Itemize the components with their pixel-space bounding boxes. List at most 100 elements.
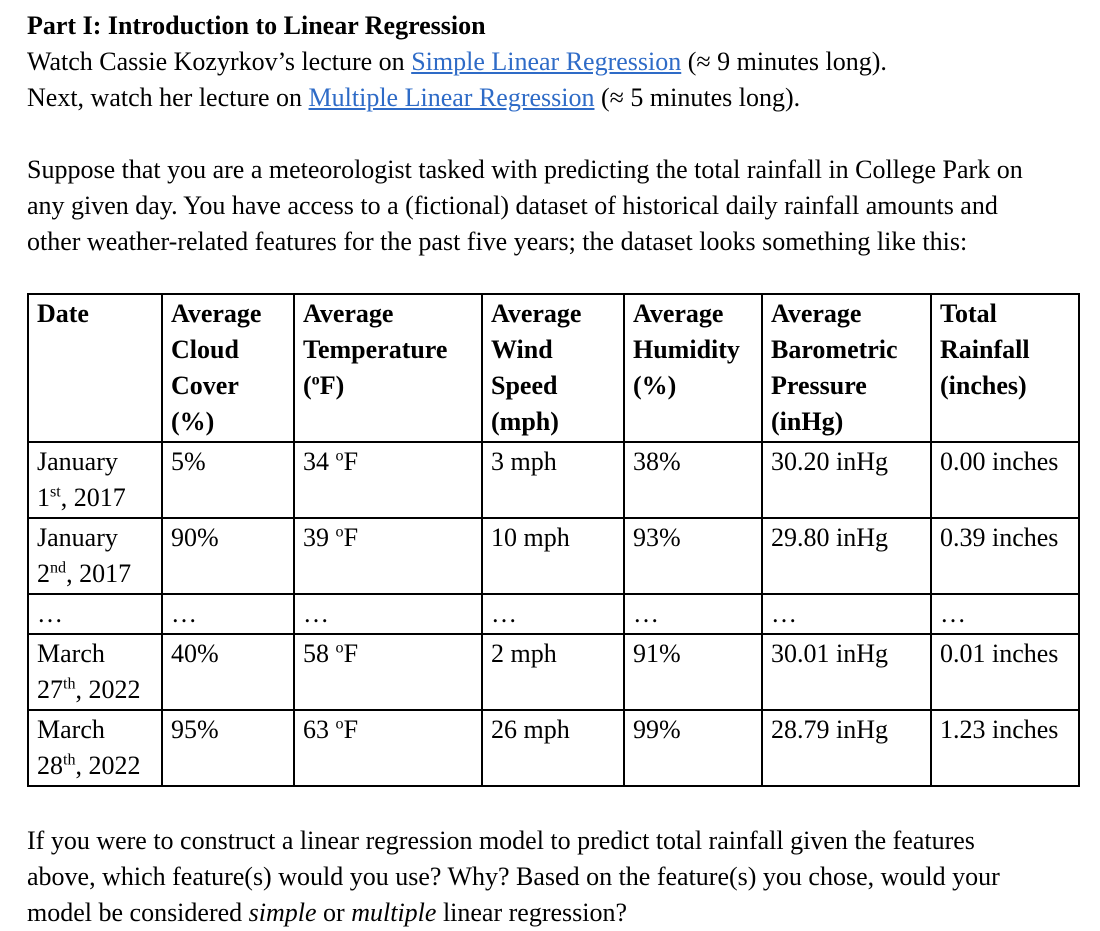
date-text: March 28 [37,715,105,780]
cell-humidity: … [623,593,763,635]
header-cell-humidity: Average Humidity (%) [623,293,763,443]
cell-cloud-cover: 95% [161,709,295,787]
cell-date: March 28th, 2022 [27,709,163,787]
temperature-value: 34 [303,447,336,476]
simple-emphasis: simple [248,898,317,927]
date-year: , 2022 [75,675,141,704]
watch-line-multiple-prefix: Next, watch her lecture on [27,83,309,112]
date-year: , 2022 [75,751,141,780]
cell-wind-speed: 10 mph [481,517,625,595]
table-row-mar-27-2022: March 27th, 2022 40% 58 oF 2 mph 91% 30.… [27,633,1080,711]
cell-rainfall: 1.23 inches [930,709,1080,787]
watch-line-simple-prefix: Watch Cassie Kozyrkov’s lecture on [27,47,412,76]
table-row-jan-1-2017: January 1st, 2017 5% 34 oF 3 mph 38% 30.… [27,441,1080,519]
temperature-value: … [303,599,329,628]
date-year: , 2017 [60,483,126,512]
cell-temperature: 34 oF [293,441,483,519]
temperature-unit: F [343,715,359,744]
cell-rainfall: 0.39 inches [930,517,1080,595]
rainfall-dataset-table: Date Average Cloud Cover (%) Average Tem… [27,293,1080,787]
cell-wind-speed: … [481,593,625,635]
cell-humidity: 99% [623,709,763,787]
cell-temperature: 39 oF [293,517,483,595]
cell-rainfall: 0.01 inches [930,633,1080,711]
cell-wind-speed: 26 mph [481,709,625,787]
multiple-emphasis: multiple [351,898,437,927]
degree-superscript: o [335,523,344,541]
cell-pressure: 30.20 inHg [761,441,932,519]
question-line-3-text: model be considered [27,898,249,927]
cell-date: January 1st, 2017 [27,441,163,519]
date-text: … [37,599,63,628]
cell-pressure: 29.80 inHg [761,517,932,595]
intro-paragraph-line-2: any given day. You have access to a (fic… [27,191,998,220]
temperature-unit: F [343,523,359,552]
header-cell-wind-speed: Average Wind Speed (mph) [481,293,625,443]
watch-line-simple-suffix: (≈ 9 minutes long). [681,47,887,76]
date-text: January 1 [37,447,118,512]
cell-pressure: 28.79 inHg [761,709,932,787]
simple-linear-regression-link[interactable]: Simple Linear Regression [411,47,682,76]
question-line-1: If you were to construct a linear regres… [27,826,975,855]
temperature-unit: F [343,639,359,668]
cell-humidity: 38% [623,441,763,519]
cell-temperature: 58 oF [293,633,483,711]
question-line-2: above, which feature(s) would you use? W… [27,862,1000,891]
table-row-ellipsis: … … … … … … … [27,593,1080,635]
cell-pressure: … [761,593,932,635]
watch-line-multiple-suffix: (≈ 5 minutes long). [594,83,801,112]
intro-paragraph-line-1: Suppose that you are a meteorologist tas… [27,155,1023,184]
ordinal-superscript: st [50,483,61,501]
header-temperature-unit: F) [319,371,345,400]
section-title: Part I: Introduction to Linear Regressio… [27,11,486,40]
cell-pressure: 30.01 inHg [761,633,932,711]
cell-humidity: 91% [623,633,763,711]
cell-humidity: 93% [623,517,763,595]
cell-rainfall: 0.00 inches [930,441,1080,519]
cell-wind-speed: 3 mph [481,441,625,519]
question-line-3: model be considered simple or multiple l… [27,895,1072,931]
date-text: January 2 [37,523,118,588]
cell-date: March 27th, 2022 [27,633,163,711]
cell-temperature: … [293,593,483,635]
header-cell-date: Date [27,293,163,443]
cell-cloud-cover: 5% [161,441,295,519]
temperature-unit: F [343,447,359,476]
question-line-3-end: linear regression? [436,898,628,927]
intro-paragraph-line-3: other weather-related features for the p… [27,227,968,256]
header-temperature-text: Average Temperature ( [303,299,448,400]
cell-date: … [27,593,163,635]
degree-superscript: o [335,447,344,465]
header-cell-temperature: Average Temperature (oF) [293,293,483,443]
multiple-linear-regression-link[interactable]: Multiple Linear Regression [308,83,595,112]
cell-cloud-cover: … [161,593,295,635]
table-row-jan-2-2017: January 2nd, 2017 90% 39 oF 10 mph 93% 2… [27,517,1080,595]
cell-wind-speed: 2 mph [481,633,625,711]
date-year: , 2017 [66,559,132,588]
temperature-value: 58 [303,639,336,668]
watch-line-multiple: Next, watch her lecture on Multiple Line… [27,80,1072,116]
cell-temperature: 63 oF [293,709,483,787]
header-cell-cloud-cover: Average Cloud Cover (%) [161,293,295,443]
question-line-3-or: or [316,898,352,927]
temperature-value: 63 [303,715,336,744]
cell-cloud-cover: 90% [161,517,295,595]
table-header-row: Date Average Cloud Cover (%) Average Tem… [27,293,1080,443]
header-cell-pressure: Average Barometric Pressure (inHg) [761,293,932,443]
degree-superscript: o [335,639,344,657]
header-cell-rainfall: Total Rainfall (inches) [930,293,1080,443]
ordinal-superscript: th [63,675,76,693]
degree-superscript: o [335,715,344,733]
date-text: March 27 [37,639,105,704]
ordinal-superscript: nd [50,559,67,577]
degree-superscript: o [311,371,320,389]
question-paragraph: If you were to construct a linear regres… [27,823,1072,931]
intro-paragraph: Suppose that you are a meteorologist tas… [27,152,1072,260]
cell-rainfall: … [930,593,1080,635]
ordinal-superscript: th [63,751,76,769]
watch-line-simple: Watch Cassie Kozyrkov’s lecture on Simpl… [27,44,1072,80]
table-row-mar-28-2022: March 28th, 2022 95% 63 oF 26 mph 99% 28… [27,709,1080,787]
cell-date: January 2nd, 2017 [27,517,163,595]
